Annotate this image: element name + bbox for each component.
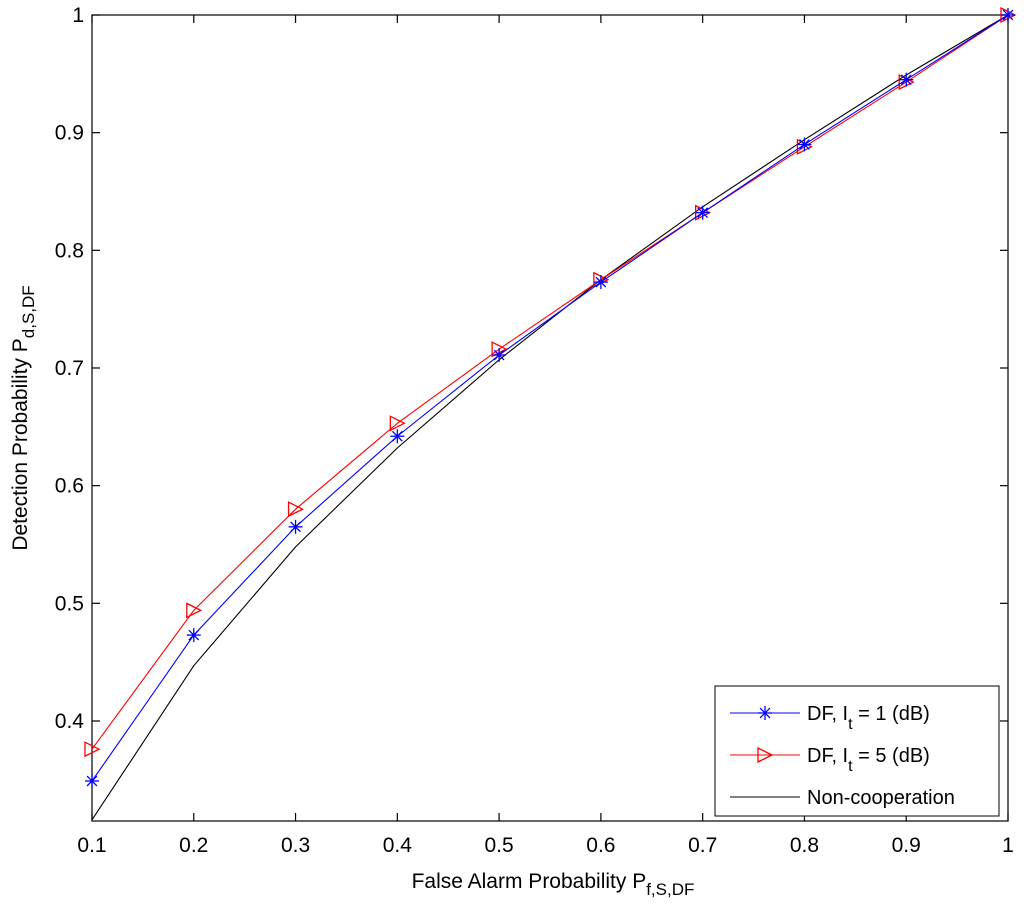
legend-label-1: DF, It = 5 (dB) bbox=[807, 745, 930, 775]
series-1-point bbox=[389, 415, 406, 432]
x-tick-label: 0.7 bbox=[688, 834, 717, 857]
legend-box bbox=[714, 685, 1000, 817]
y-axis-title: Detection Probability Pd,S,DF bbox=[9, 285, 38, 550]
y-axis-title-main: Detection Probability P bbox=[9, 338, 32, 550]
legend-label-0: DF, It = 1 (dB) bbox=[807, 703, 930, 733]
x-axis-title: False Alarm Probability Pf,S,DF bbox=[412, 870, 695, 899]
series-1-point bbox=[186, 602, 203, 619]
series-0-point bbox=[1001, 8, 1015, 22]
legend-label-main: DF, I bbox=[807, 703, 848, 725]
x-tick-label: 0.2 bbox=[179, 834, 208, 857]
x-tick-label: 0.8 bbox=[790, 834, 819, 857]
x-axis-title-main: False Alarm Probability P bbox=[412, 870, 647, 893]
series-0-point bbox=[186, 628, 201, 643]
legend-label-rest: = 1 (dB) bbox=[853, 703, 930, 725]
y-tick-label: 0.4 bbox=[55, 710, 85, 733]
legend-label-rest: = 5 (dB) bbox=[853, 745, 930, 767]
legend-marker-0 bbox=[758, 706, 772, 720]
series-line-2 bbox=[91, 14, 1009, 821]
series-1-point bbox=[287, 501, 305, 518]
series-line-0 bbox=[91, 14, 1009, 782]
y-tick-label: 0.7 bbox=[55, 357, 84, 380]
legend-label-main: Non-cooperation bbox=[807, 787, 955, 809]
series-line-1 bbox=[91, 14, 1009, 750]
legend: DF, It = 1 (dB)DF, It = 5 (dB)Non-cooper… bbox=[714, 685, 1000, 817]
series-0-point bbox=[390, 429, 405, 444]
x-tick-label: 0.3 bbox=[281, 834, 310, 857]
legend-label-sub: t bbox=[848, 716, 853, 733]
series-0-point bbox=[492, 348, 507, 363]
x-tick-label: 0.4 bbox=[383, 834, 413, 857]
y-tick-label: 1 bbox=[72, 4, 84, 27]
series-0-point bbox=[288, 519, 303, 534]
x-axis-ticks: 0.1 0.2 0.3 0.4 0.5 0.6 0.7 0.8 0.9 1 bbox=[77, 15, 1014, 857]
y-axis-ticks: 0.4 0.5 0.6 0.7 0.8 0.9 1 bbox=[55, 4, 1008, 733]
series-0-point bbox=[797, 137, 812, 152]
y-tick-label: 0.9 bbox=[55, 122, 84, 145]
series-0-point bbox=[695, 205, 710, 220]
x-tick-label: 0.5 bbox=[485, 834, 514, 857]
series-layer bbox=[84, 6, 1017, 821]
legend-label-2: Non-cooperation bbox=[807, 787, 955, 809]
y-tick-label: 0.5 bbox=[55, 592, 84, 615]
y-axis-title-sub: d,S,DF bbox=[19, 285, 38, 338]
legend-marker-1 bbox=[757, 746, 774, 764]
x-axis-title-sub: f,S,DF bbox=[646, 880, 694, 899]
legend-label-main: DF, I bbox=[807, 745, 848, 767]
x-tick-label: 1 bbox=[1002, 834, 1014, 857]
x-tick-label: 0.9 bbox=[892, 834, 921, 857]
x-tick-label: 0.1 bbox=[77, 834, 106, 857]
series-1-point bbox=[84, 741, 101, 758]
x-tick-label: 0.6 bbox=[586, 834, 615, 857]
y-tick-label: 0.8 bbox=[55, 239, 84, 262]
y-tick-label: 0.6 bbox=[55, 475, 84, 498]
series-0-point bbox=[85, 773, 99, 788]
series-0-point bbox=[899, 72, 914, 87]
series-0-point bbox=[593, 275, 608, 290]
legend-label-sub: t bbox=[848, 758, 853, 775]
